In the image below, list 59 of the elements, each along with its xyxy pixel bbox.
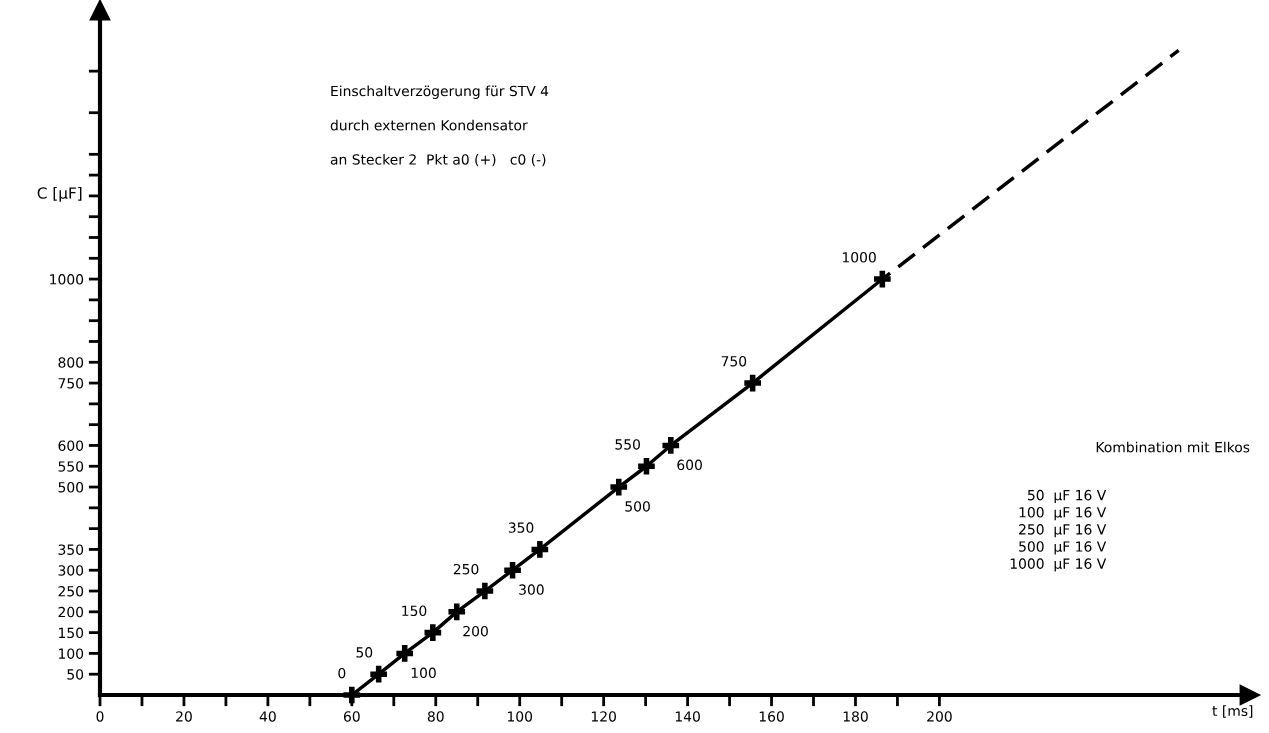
point	[744, 374, 761, 392]
y-tick-label: 200	[58, 606, 84, 618]
point	[448, 603, 466, 621]
y-tick-label: 750	[58, 378, 84, 389]
x-axis-title: t [ms]	[1212, 705, 1253, 718]
y-tick-label: 100	[59, 648, 84, 659]
x-tick-label: 120	[591, 711, 616, 722]
data-label: 200	[463, 625, 488, 637]
data-label: 300	[519, 584, 544, 595]
y-axis-title: C [μF]	[37, 187, 82, 202]
point	[531, 541, 549, 558]
x-tick-label: 0	[96, 711, 104, 722]
x-tick-label: 60	[343, 711, 360, 722]
data-label: 150	[402, 605, 427, 617]
point	[504, 561, 521, 579]
x-tick-label: 200	[927, 711, 952, 722]
annotation: durch externen Kondensator	[330, 119, 528, 131]
x-tick-label: 20	[176, 711, 192, 722]
y-tick-label: 800	[58, 357, 84, 368]
annotation: 500 μF 16 V	[1019, 541, 1107, 555]
point	[638, 457, 655, 475]
data-label: 350	[508, 522, 534, 533]
point	[424, 624, 442, 641]
y-tick-label: 50	[67, 669, 84, 680]
data-label: 0	[338, 667, 346, 679]
annotation: 50 μF 16 V	[1027, 489, 1107, 504]
point	[476, 582, 494, 600]
point	[370, 665, 388, 683]
annotation: 250 μF 16 V	[1019, 524, 1107, 538]
annotation: an Stecker 2 Pkt a0 (+) c0 (-)	[330, 153, 546, 167]
y-tick-label: 250	[58, 585, 84, 597]
x-tick-label: 160	[759, 711, 784, 722]
data-label: 750	[721, 355, 747, 367]
y-tick-label: 150	[59, 627, 84, 639]
data-label: 550	[615, 439, 640, 450]
annotation: 1000 μF 16 V	[1010, 558, 1107, 572]
y-tick-label: 300	[58, 565, 84, 576]
y-tick-label: 600	[58, 440, 84, 451]
y-tick-label: 550	[58, 461, 84, 472]
x-tick-label: 40	[259, 711, 276, 722]
x-tick-label: 100	[507, 711, 533, 722]
x-tick-label: 80	[427, 711, 444, 722]
data-label: 250	[453, 563, 479, 575]
point	[662, 437, 680, 454]
annotation: Kombination mit Elkos	[1096, 441, 1250, 453]
data-label: 50	[356, 647, 373, 658]
y-tick-label: 500	[58, 482, 84, 493]
x-tick-label: 180	[843, 711, 868, 722]
annotation: Einschaltverzögerung für STV 4	[331, 85, 549, 99]
point	[610, 478, 628, 496]
x-tick-label: 140	[675, 711, 700, 722]
data-label: 600	[677, 459, 702, 471]
y-tick-label: 1000	[50, 274, 84, 285]
point	[396, 645, 414, 662]
data-label: 500	[625, 501, 650, 512]
annotation: 100 μF 16 V	[1019, 507, 1107, 521]
data-label: 1000	[842, 252, 876, 263]
data-label: 100	[411, 667, 436, 679]
y-tick-label: 350	[58, 544, 84, 555]
